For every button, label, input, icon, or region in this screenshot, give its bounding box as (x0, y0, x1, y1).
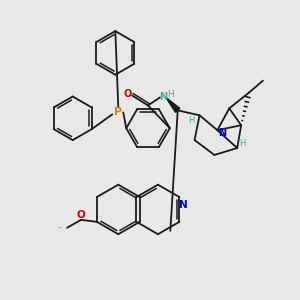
Text: H: H (167, 90, 174, 99)
Text: H: H (239, 139, 245, 148)
Polygon shape (166, 98, 180, 112)
Text: N: N (159, 92, 167, 103)
Text: P: P (114, 107, 122, 117)
Text: O: O (76, 210, 85, 220)
Text: O: O (123, 88, 131, 98)
Text: N: N (218, 128, 226, 138)
Text: N: N (179, 200, 188, 210)
Text: meth: meth (58, 227, 62, 228)
Text: H: H (188, 116, 195, 125)
